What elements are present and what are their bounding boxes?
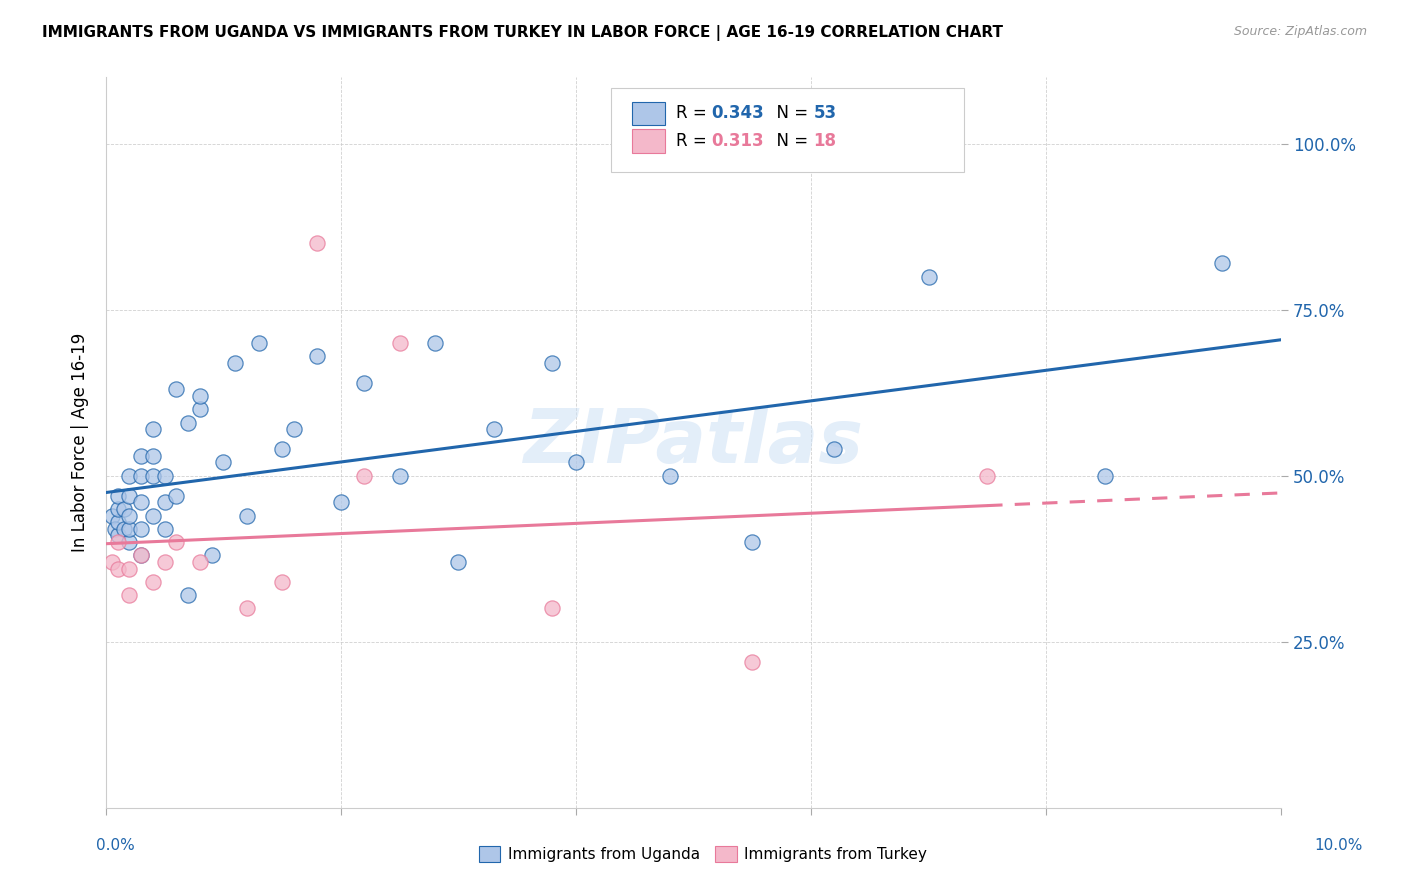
Point [101, 555, 124, 569]
Point [101, 508, 124, 523]
Point [236, 508, 259, 523]
Point [388, 468, 411, 483]
Point [188, 555, 211, 569]
Point [165, 535, 187, 549]
Point [153, 468, 176, 483]
Point [188, 402, 211, 417]
Point [107, 528, 129, 542]
Point [307, 236, 329, 251]
Point [283, 422, 305, 436]
Point [153, 522, 176, 536]
Point [118, 489, 141, 503]
Point [142, 422, 165, 436]
Point [129, 549, 152, 563]
Point [112, 522, 135, 536]
Point [107, 515, 129, 529]
Point [142, 574, 165, 589]
Point [353, 376, 375, 390]
Point [107, 489, 129, 503]
Point [112, 502, 135, 516]
Text: N =: N = [766, 104, 814, 122]
Point [353, 468, 375, 483]
Point [118, 535, 141, 549]
Text: 0.343: 0.343 [711, 104, 763, 122]
Point [212, 455, 235, 469]
Point [541, 356, 564, 370]
Point [917, 269, 939, 284]
Point [824, 442, 846, 457]
Point [976, 468, 998, 483]
Point [118, 468, 141, 483]
Point [388, 335, 411, 350]
Point [236, 601, 259, 615]
Point [659, 468, 682, 483]
Text: 0.313: 0.313 [711, 132, 763, 150]
Y-axis label: In Labor Force | Age 16-19: In Labor Force | Age 16-19 [72, 333, 89, 552]
Point [1211, 256, 1233, 270]
Point [177, 588, 200, 602]
Point [118, 561, 141, 575]
Point [129, 468, 152, 483]
FancyBboxPatch shape [633, 129, 665, 153]
Text: Source: ZipAtlas.com: Source: ZipAtlas.com [1233, 25, 1367, 38]
Text: 18: 18 [813, 132, 837, 150]
Point [1094, 468, 1116, 483]
Point [129, 449, 152, 463]
Point [329, 495, 352, 509]
FancyBboxPatch shape [612, 88, 963, 172]
Point [129, 522, 152, 536]
Point [741, 535, 763, 549]
Point [741, 655, 763, 669]
Point [129, 495, 152, 509]
Point [165, 383, 187, 397]
Point [177, 416, 200, 430]
Text: R =: R = [676, 104, 711, 122]
Text: IMMIGRANTS FROM UGANDA VS IMMIGRANTS FROM TURKEY IN LABOR FORCE | AGE 16-19 CORR: IMMIGRANTS FROM UGANDA VS IMMIGRANTS FRO… [42, 25, 1002, 41]
Point [142, 468, 165, 483]
Point [153, 555, 176, 569]
Point [565, 455, 588, 469]
Text: 0.0%: 0.0% [96, 838, 135, 853]
Text: 10.0%: 10.0% [1315, 838, 1362, 853]
Point [118, 522, 141, 536]
Point [541, 601, 564, 615]
Text: 53: 53 [813, 104, 837, 122]
Point [118, 588, 141, 602]
Point [307, 349, 329, 363]
Text: R =: R = [676, 132, 711, 150]
Point [118, 508, 141, 523]
Point [271, 442, 294, 457]
Point [107, 502, 129, 516]
FancyBboxPatch shape [633, 102, 665, 125]
Point [107, 535, 129, 549]
Point [142, 449, 165, 463]
Point [482, 422, 505, 436]
Point [423, 335, 446, 350]
Point [188, 389, 211, 403]
Point [447, 555, 470, 569]
Point [104, 522, 127, 536]
Point [107, 561, 129, 575]
Point [165, 489, 187, 503]
Point [142, 508, 165, 523]
Legend: Immigrants from Uganda, Immigrants from Turkey: Immigrants from Uganda, Immigrants from … [472, 840, 934, 868]
Point [271, 574, 294, 589]
Point [201, 549, 224, 563]
Point [153, 495, 176, 509]
Text: ZIPatlas: ZIPatlas [523, 406, 863, 479]
Point [129, 549, 152, 563]
Point [247, 335, 270, 350]
Text: N =: N = [766, 132, 814, 150]
Point [224, 356, 246, 370]
